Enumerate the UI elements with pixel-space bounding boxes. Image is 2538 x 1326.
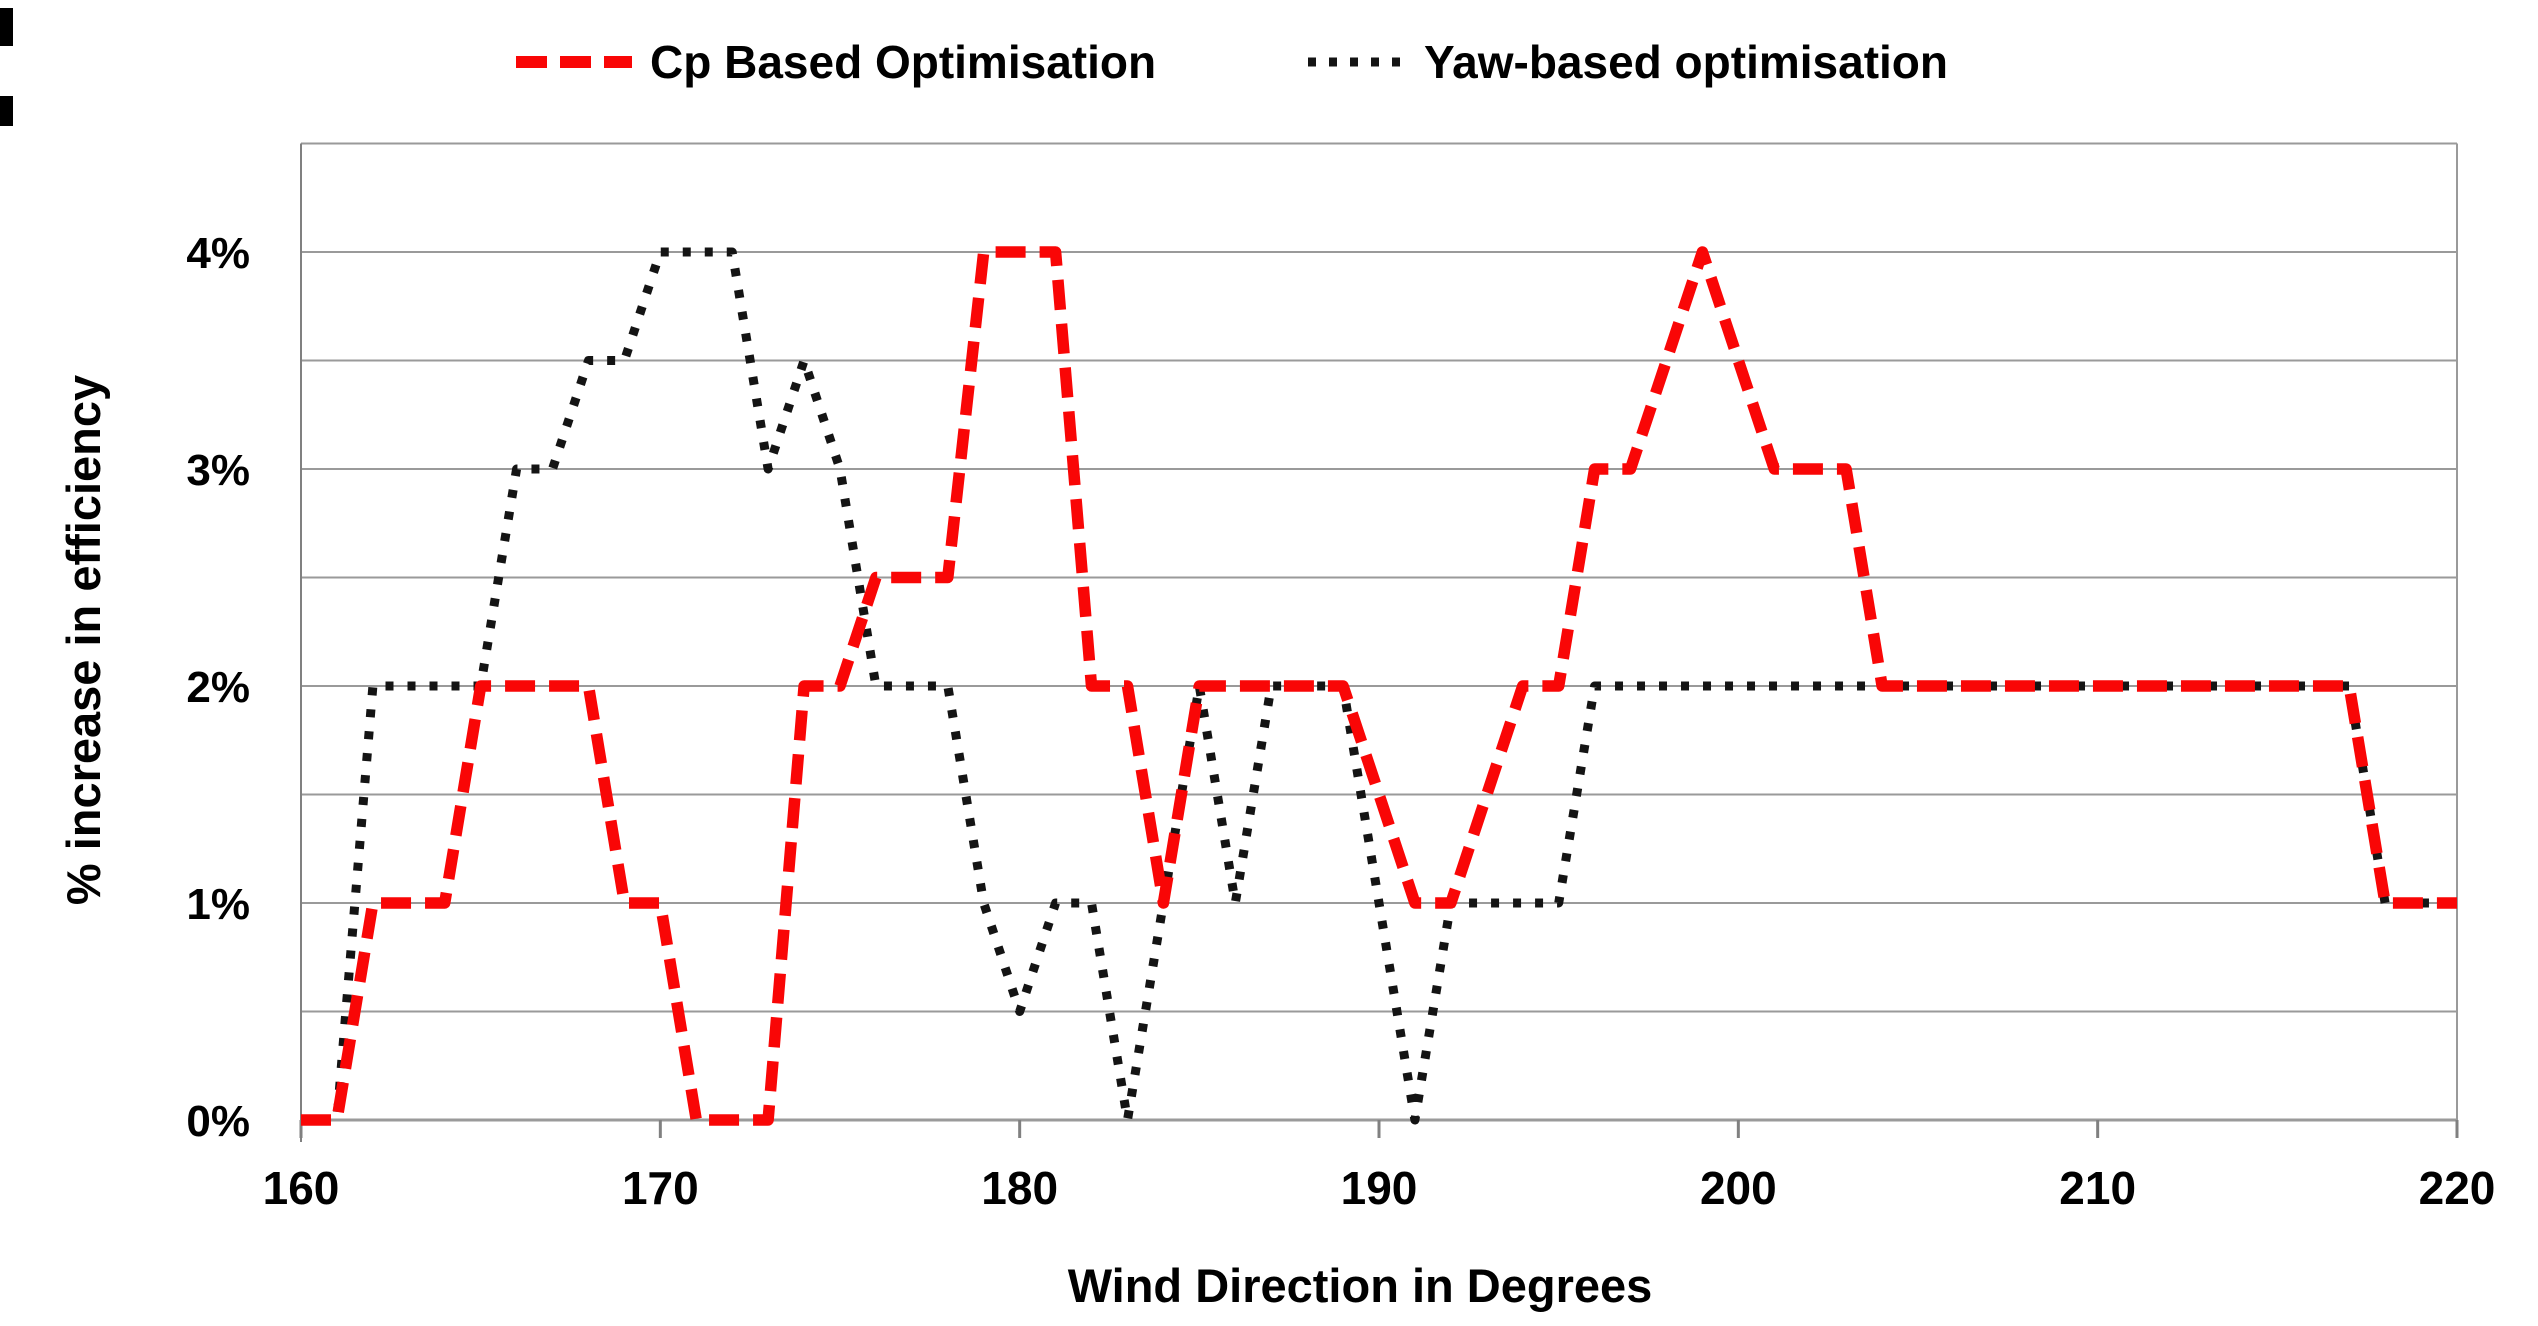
y-axis-title: % increase in efficiency	[57, 375, 110, 905]
legend: Cp Based Optimisation Yaw-based optimisa…	[516, 36, 1948, 88]
edge-artifact	[0, 96, 13, 126]
x-tick-label: 180	[981, 1162, 1058, 1214]
legend-yaw-label: Yaw-based optimisation	[1424, 36, 1948, 88]
y-tick-label: 1%	[186, 880, 250, 929]
plot-area: 160 170 180 190 200 210 220 0% 1% 2% 3% 4%	[186, 142, 2496, 1214]
y-tick-label: 4%	[186, 229, 250, 278]
x-tick-label: 200	[1700, 1162, 1777, 1214]
x-tick-label: 220	[2419, 1162, 2496, 1214]
y-tick-label: 0%	[186, 1097, 250, 1146]
x-tick-label: 170	[622, 1162, 699, 1214]
legend-cp-label: Cp Based Optimisation	[650, 36, 1156, 88]
edge-artifact	[0, 8, 13, 46]
x-axis-title: Wind Direction in Degrees	[1068, 1259, 1653, 1312]
series-cp-line	[301, 246, 2457, 1126]
x-tick-label: 210	[2059, 1162, 2136, 1214]
x-tick-label: 160	[263, 1162, 340, 1214]
y-tick-label: 2%	[186, 663, 250, 712]
x-tick-label: 190	[1341, 1162, 1418, 1214]
series-yaw-line	[301, 247, 2457, 1125]
y-tick-label: 3%	[186, 446, 250, 495]
